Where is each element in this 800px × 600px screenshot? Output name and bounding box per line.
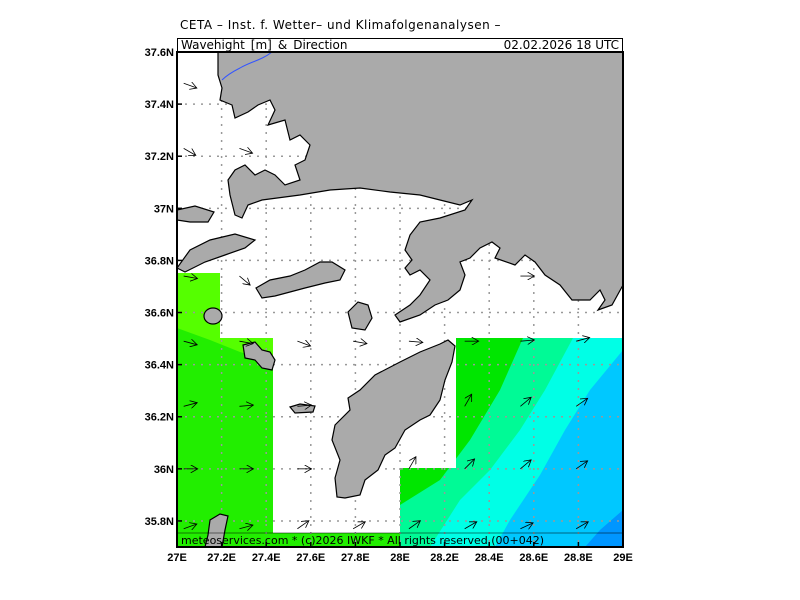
wave-direction-arrow xyxy=(576,338,590,342)
lon-tick-label: 29E xyxy=(613,552,633,564)
lat-tick-label: 37N xyxy=(154,203,174,215)
credit-text: meteoservices.com * (c)2026 IWKF * All r… xyxy=(181,534,544,547)
wave-direction-arrow xyxy=(408,521,420,530)
island-small-2 xyxy=(203,307,223,325)
wave-direction-arrow xyxy=(183,276,198,278)
island-symi xyxy=(347,301,373,331)
map-datetime: 02.02.2026 18 UTC xyxy=(503,38,619,52)
land xyxy=(177,52,623,547)
map-title: Wavehight_[m]_&_Direction xyxy=(181,38,348,52)
wave-direction-arrow xyxy=(520,340,534,341)
wave-direction-arrow xyxy=(239,405,253,406)
lat-tick-label: 37.6N xyxy=(145,47,174,59)
island-karpathos xyxy=(204,513,229,547)
island-kos xyxy=(255,261,346,299)
axis-ticks: 27E 27.2E 27.4E 27.6E 27.8E 28E 28.2E 28.4E 28.6… xyxy=(145,47,633,564)
lat-tick-label: 36N xyxy=(154,464,174,476)
river xyxy=(221,52,273,81)
institute-header: CETA – Inst. f. Wetter– und Klimafolgena… xyxy=(180,18,502,32)
wave-direction-arrow xyxy=(520,460,531,470)
wave-direction-arrow xyxy=(239,148,252,153)
lat-tick-label: 36.6N xyxy=(145,308,174,320)
wave-direction-arrow xyxy=(239,341,253,343)
wave-direction-arrow xyxy=(575,522,588,530)
wave-direction-arrow xyxy=(239,525,253,529)
wave-direction-arrow xyxy=(575,398,587,407)
turkey-mainland xyxy=(217,52,623,323)
wave-direction-arrow xyxy=(297,405,311,406)
wave-direction-arrow xyxy=(520,397,531,407)
wave-direction-arrow xyxy=(183,148,196,155)
wave-direction-arrow xyxy=(353,341,367,343)
lat-tick-label: 36.2N xyxy=(145,412,174,424)
island-nisyros xyxy=(242,341,276,371)
island-rhodes xyxy=(331,339,456,499)
wave-direction-arrow xyxy=(183,403,198,407)
wave-direction-arrow xyxy=(464,459,475,470)
lon-tick-label: 27.2E xyxy=(207,552,236,564)
wave-direction-arrow xyxy=(352,522,365,530)
island-astypalaia xyxy=(177,233,257,273)
title-bar: Wavehight_[m]_&_Direction 02.02.2026 18 … xyxy=(177,38,623,52)
wave-direction-arrow xyxy=(408,341,423,342)
lon-tick-label: 28.6E xyxy=(519,552,548,564)
lon-tick-label: 28.2E xyxy=(430,552,459,564)
lon-tick-label: 28E xyxy=(390,552,410,564)
lon-tick-label: 27E xyxy=(167,552,187,564)
lat-tick-label: 37.2N xyxy=(145,151,174,163)
wave-direction-arrow xyxy=(464,394,472,407)
lon-tick-label: 28.4E xyxy=(475,552,504,564)
lon-tick-label: 27.4E xyxy=(252,552,281,564)
lat-tick-label: 35.8N xyxy=(145,516,174,528)
wave-direction-arrow xyxy=(183,83,197,88)
lat-tick-label: 36.4N xyxy=(145,360,174,372)
wave-direction-arrow xyxy=(183,524,197,529)
wave-direction-arrow xyxy=(297,341,310,346)
wave-direction-arrow xyxy=(464,522,477,530)
wave-direction-arrow xyxy=(297,521,308,530)
wave-direction-arrows xyxy=(183,83,590,530)
lon-tick-label: 27.8E xyxy=(341,552,370,564)
wave-direction-arrow xyxy=(575,461,587,470)
lat-tick-label: 37.4N xyxy=(145,99,174,111)
lon-tick-label: 27.6E xyxy=(296,552,325,564)
wave-direction-arrow xyxy=(408,457,416,470)
lat-tick-label: 36.8N xyxy=(145,255,174,267)
wave-field-bottom xyxy=(177,533,400,547)
wave-direction-arrow xyxy=(520,523,533,529)
wave-direction-arrow xyxy=(183,341,198,345)
lon-tick-label: 28.8E xyxy=(564,552,593,564)
credit-bar-frame xyxy=(177,532,623,547)
island-small-1 xyxy=(177,205,215,223)
wave-direction-arrow xyxy=(239,275,250,285)
